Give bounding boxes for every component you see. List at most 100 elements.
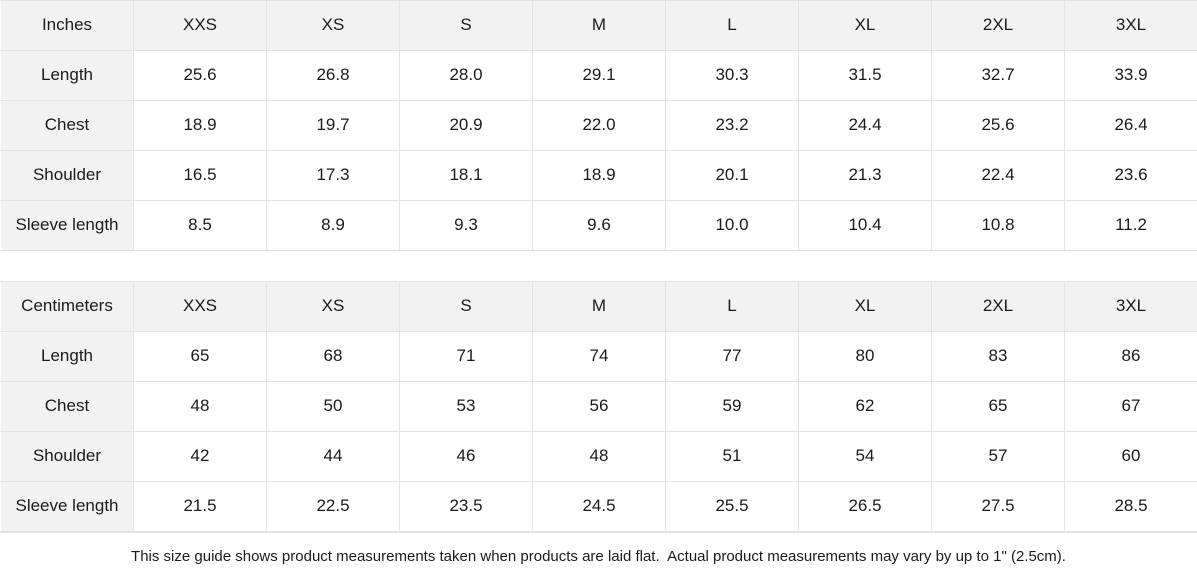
cell-length-s: 28.0 — [399, 50, 533, 101]
cell-shoulder-xs: 44 — [266, 431, 400, 482]
cell-chest-xxs: 18.9 — [133, 100, 267, 151]
column-header-xl: XL — [798, 281, 932, 332]
cell-chest-xl: 62 — [798, 381, 932, 432]
cell-length-2xl: 83 — [931, 331, 1065, 382]
cell-shoulder-m: 18.9 — [532, 150, 666, 201]
table-header-row: Inches XXS XS S M L XL 2XL 3XL — [0, 0, 1197, 51]
column-header-s: S — [399, 0, 533, 51]
cell-shoulder-xl: 21.3 — [798, 150, 932, 201]
cell-sleeve-length-xl: 26.5 — [798, 481, 932, 532]
cell-length-s: 71 — [399, 331, 533, 382]
table-row: Length 65 68 71 74 77 80 83 86 — [0, 331, 1197, 382]
cell-sleeve-length-xs: 22.5 — [266, 481, 400, 532]
cell-sleeve-length-2xl: 27.5 — [931, 481, 1065, 532]
cell-length-xs: 26.8 — [266, 50, 400, 101]
table-row: Chest 48 50 53 56 59 62 65 67 — [0, 381, 1197, 432]
column-header-m: M — [532, 281, 666, 332]
cell-chest-m: 56 — [532, 381, 666, 432]
cell-chest-xs: 19.7 — [266, 100, 400, 151]
row-label-shoulder: Shoulder — [0, 431, 134, 482]
cell-length-xs: 68 — [266, 331, 400, 382]
table-row: Chest 18.9 19.7 20.9 22.0 23.2 24.4 25.6… — [0, 100, 1197, 151]
column-header-xxs: XXS — [133, 281, 267, 332]
cell-chest-xs: 50 — [266, 381, 400, 432]
row-label-chest: Chest — [0, 100, 134, 151]
column-header-s: S — [399, 281, 533, 332]
column-header-xl: XL — [798, 0, 932, 51]
cell-chest-xxs: 48 — [133, 381, 267, 432]
table-row: Sleeve length 21.5 22.5 23.5 24.5 25.5 2… — [0, 481, 1197, 532]
row-label-chest: Chest — [0, 381, 134, 432]
table-separator — [0, 251, 1197, 281]
cell-shoulder-xxs: 16.5 — [133, 150, 267, 201]
cell-sleeve-length-m: 9.6 — [532, 200, 666, 251]
cell-length-m: 29.1 — [532, 50, 666, 101]
cell-chest-l: 59 — [665, 381, 799, 432]
cell-length-xxs: 65 — [133, 331, 267, 382]
cell-chest-s: 20.9 — [399, 100, 533, 151]
cell-shoulder-l: 20.1 — [665, 150, 799, 201]
cell-length-xxs: 25.6 — [133, 50, 267, 101]
row-label-sleeve-length: Sleeve length — [0, 481, 134, 532]
column-header-xxs: XXS — [133, 0, 267, 51]
size-table-centimeters: Centimeters XXS XS S M L XL 2XL 3XL Leng… — [0, 281, 1197, 532]
cell-chest-2xl: 65 — [931, 381, 1065, 432]
cell-sleeve-length-xs: 8.9 — [266, 200, 400, 251]
column-header-3xl: 3XL — [1064, 0, 1197, 51]
table-header-row: Centimeters XXS XS S M L XL 2XL 3XL — [0, 281, 1197, 332]
unit-header-centimeters: Centimeters — [0, 281, 134, 332]
cell-sleeve-length-m: 24.5 — [532, 481, 666, 532]
cell-shoulder-xl: 54 — [798, 431, 932, 482]
cell-shoulder-xxs: 42 — [133, 431, 267, 482]
cell-sleeve-length-s: 9.3 — [399, 200, 533, 251]
cell-chest-3xl: 67 — [1064, 381, 1197, 432]
unit-header-inches: Inches — [0, 0, 134, 51]
cell-shoulder-l: 51 — [665, 431, 799, 482]
cell-shoulder-s: 18.1 — [399, 150, 533, 201]
cell-shoulder-3xl: 23.6 — [1064, 150, 1197, 201]
cell-sleeve-length-l: 10.0 — [665, 200, 799, 251]
table-row: Shoulder 16.5 17.3 18.1 18.9 20.1 21.3 2… — [0, 150, 1197, 201]
cell-sleeve-length-3xl: 28.5 — [1064, 481, 1197, 532]
column-header-l: L — [665, 0, 799, 51]
row-label-length: Length — [0, 50, 134, 101]
column-header-3xl: 3XL — [1064, 281, 1197, 332]
cell-shoulder-2xl: 57 — [931, 431, 1065, 482]
row-label-sleeve-length: Sleeve length — [0, 200, 134, 251]
cell-chest-l: 23.2 — [665, 100, 799, 151]
cell-sleeve-length-3xl: 11.2 — [1064, 200, 1197, 251]
cell-length-xl: 31.5 — [798, 50, 932, 101]
cell-length-l: 30.3 — [665, 50, 799, 101]
cell-chest-m: 22.0 — [532, 100, 666, 151]
column-header-m: M — [532, 0, 666, 51]
cell-sleeve-length-xxs: 21.5 — [133, 481, 267, 532]
cell-length-2xl: 32.7 — [931, 50, 1065, 101]
cell-chest-xl: 24.4 — [798, 100, 932, 151]
column-header-2xl: 2XL — [931, 281, 1065, 332]
cell-shoulder-2xl: 22.4 — [931, 150, 1065, 201]
cell-shoulder-s: 46 — [399, 431, 533, 482]
cell-chest-s: 53 — [399, 381, 533, 432]
cell-chest-3xl: 26.4 — [1064, 100, 1197, 151]
column-header-xs: XS — [266, 281, 400, 332]
cell-shoulder-3xl: 60 — [1064, 431, 1197, 482]
cell-sleeve-length-xl: 10.4 — [798, 200, 932, 251]
cell-length-l: 77 — [665, 331, 799, 382]
cell-shoulder-xs: 17.3 — [266, 150, 400, 201]
cell-length-3xl: 86 — [1064, 331, 1197, 382]
cell-sleeve-length-xxs: 8.5 — [133, 200, 267, 251]
row-label-shoulder: Shoulder — [0, 150, 134, 201]
size-table-inches: Inches XXS XS S M L XL 2XL 3XL Length 25… — [0, 0, 1197, 251]
size-guide-footnote: This size guide shows product measuremen… — [131, 547, 1066, 565]
cell-length-3xl: 33.9 — [1064, 50, 1197, 101]
column-header-l: L — [665, 281, 799, 332]
column-header-2xl: 2XL — [931, 0, 1065, 51]
cell-shoulder-m: 48 — [532, 431, 666, 482]
table-row: Sleeve length 8.5 8.9 9.3 9.6 10.0 10.4 … — [0, 200, 1197, 251]
cell-length-m: 74 — [532, 331, 666, 382]
column-header-xs: XS — [266, 0, 400, 51]
table-row: Shoulder 42 44 46 48 51 54 57 60 — [0, 431, 1197, 482]
cell-sleeve-length-s: 23.5 — [399, 481, 533, 532]
row-label-length: Length — [0, 331, 134, 382]
cell-sleeve-length-2xl: 10.8 — [931, 200, 1065, 251]
